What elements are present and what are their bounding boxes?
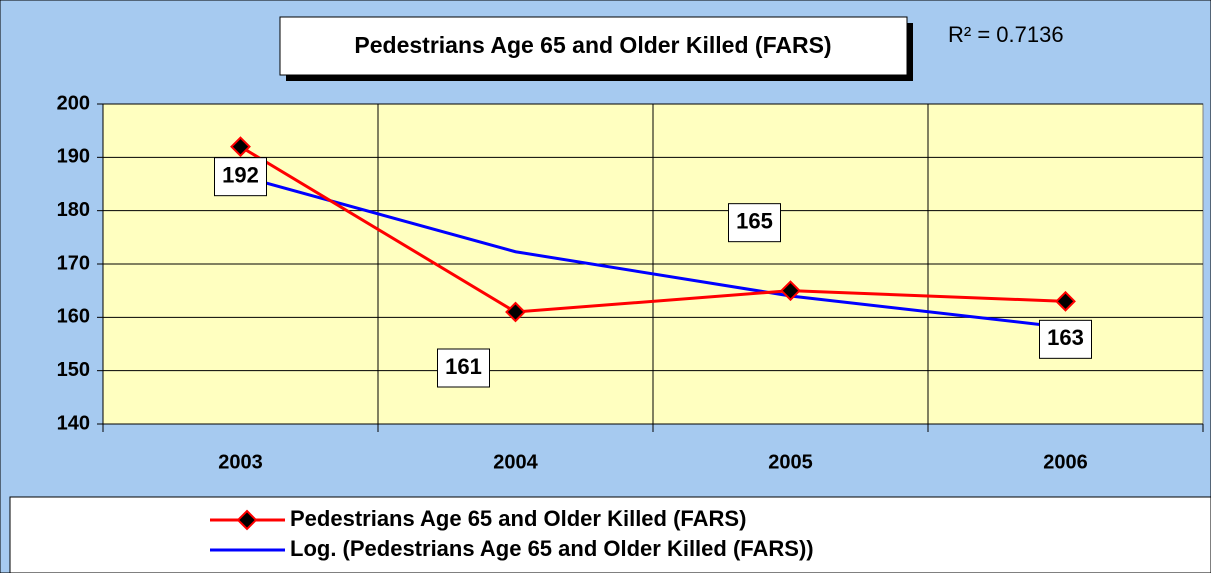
y-tick-label: 180 [57,199,90,221]
title-box [279,16,908,76]
data-label-box [728,203,781,243]
y-tick-label: 150 [57,359,90,381]
data-label: 165 [736,208,773,233]
series-line [240,174,1066,329]
annotation: R² = 0.7136 [948,22,1064,47]
marker [230,136,251,158]
data-label-box [214,157,267,197]
x-tick-label: 2005 [768,451,813,473]
data-label-box [437,348,490,388]
y-tick-label: 200 [57,92,90,114]
marker [505,301,526,323]
x-tick-label: 2006 [1043,451,1088,473]
data-label: 163 [1047,325,1084,350]
x-tick-label: 2003 [218,451,263,473]
marker [780,280,801,302]
data-label-box [1039,319,1092,359]
legend-box [9,496,1211,573]
y-tick-label: 190 [57,146,90,168]
x-tick-label: 2004 [493,451,538,473]
series-line [239,145,1066,314]
legend-label: Pedestrians Age 65 and Older Killed (FAR… [290,506,746,531]
y-tick-label: 160 [57,306,90,328]
legend-label: Log. (Pedestrians Age 65 and Older Kille… [290,536,814,561]
y-tick-label: 140 [57,412,90,434]
data-label: 192 [222,162,259,187]
legend-marker [236,509,258,531]
data-label: 161 [445,354,482,379]
chart-title: Pedestrians Age 65 and Older Killed (FAR… [354,32,831,58]
y-tick-label: 170 [57,252,90,274]
marker [1055,290,1076,312]
